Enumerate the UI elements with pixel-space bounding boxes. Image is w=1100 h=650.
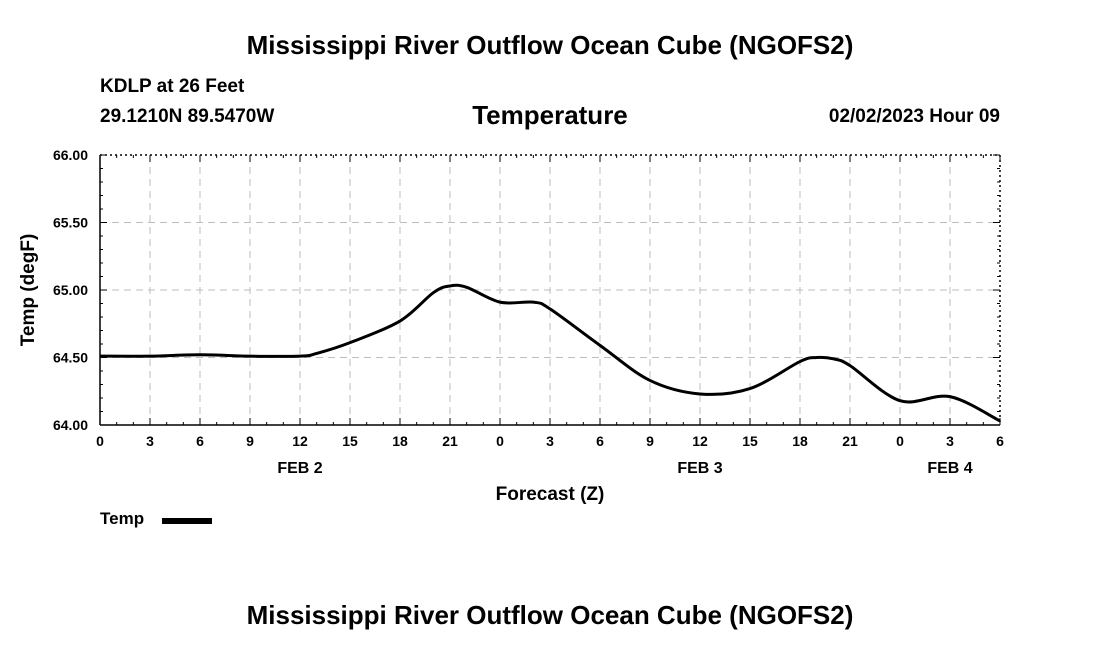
y-tick-label: 64.00 bbox=[53, 417, 88, 433]
y-tick-label: 66.00 bbox=[53, 147, 88, 163]
chart-main-title: Mississippi River Outflow Ocean Cube (NG… bbox=[246, 30, 854, 60]
legend-label: Temp bbox=[100, 509, 145, 528]
chart-grid bbox=[100, 155, 1000, 425]
x-tick-label: 3 bbox=[946, 433, 954, 449]
x-tick-label: 9 bbox=[246, 433, 254, 449]
station-label: KDLP at 26 Feet bbox=[100, 76, 245, 97]
x-tick-label: 0 bbox=[496, 433, 504, 449]
x-tick-label: 18 bbox=[792, 433, 808, 449]
x-tick-label: 21 bbox=[842, 433, 858, 449]
series-line-temp bbox=[99, 283, 1001, 423]
legend-line-swatch bbox=[162, 518, 212, 524]
date-label: FEB 2 bbox=[277, 460, 322, 477]
y-tick-label: 65.00 bbox=[53, 282, 88, 298]
x-tick-label: 21 bbox=[442, 433, 458, 449]
x-tick-label: 6 bbox=[596, 433, 604, 449]
x-tick-label: 6 bbox=[196, 433, 204, 449]
footer-title: Mississippi River Outflow Ocean Cube (NG… bbox=[246, 600, 854, 630]
y-tick-label: 65.50 bbox=[53, 215, 88, 231]
chart-labels: 0 3 6 9 12 15 18 21 0 3 6 9 12 15 18 21 0 3 6 66.00 65.50 65.… bbox=[18, 147, 1004, 505]
x-tick-label: 15 bbox=[742, 433, 758, 449]
x-tick-label: 0 bbox=[96, 433, 104, 449]
x-tick-label: 0 bbox=[896, 433, 904, 449]
date-label: FEB 3 bbox=[677, 460, 722, 477]
y-tick-label: 64.50 bbox=[53, 350, 88, 366]
x-tick-label: 12 bbox=[292, 433, 308, 449]
x-tick-label: 3 bbox=[146, 433, 154, 449]
x-tick-label: 9 bbox=[646, 433, 654, 449]
x-tick-label: 18 bbox=[392, 433, 408, 449]
forecast-datetime: 02/02/2023 Hour 09 bbox=[828, 106, 1000, 127]
y-axis-title: Temp (degF) bbox=[18, 234, 39, 347]
date-label: FEB 4 bbox=[927, 460, 972, 477]
chart-series bbox=[99, 283, 1001, 423]
station-coordinates: 29.1210N 89.5470W bbox=[100, 106, 275, 127]
x-tick-label: 6 bbox=[996, 433, 1004, 449]
chart-subtitle: Temperature bbox=[472, 100, 628, 130]
chart-axes bbox=[99, 154, 1001, 426]
x-tick-label: 12 bbox=[692, 433, 708, 449]
x-tick-label: 15 bbox=[342, 433, 358, 449]
x-axis-title: Forecast (Z) bbox=[496, 484, 605, 505]
x-tick-label: 3 bbox=[546, 433, 554, 449]
